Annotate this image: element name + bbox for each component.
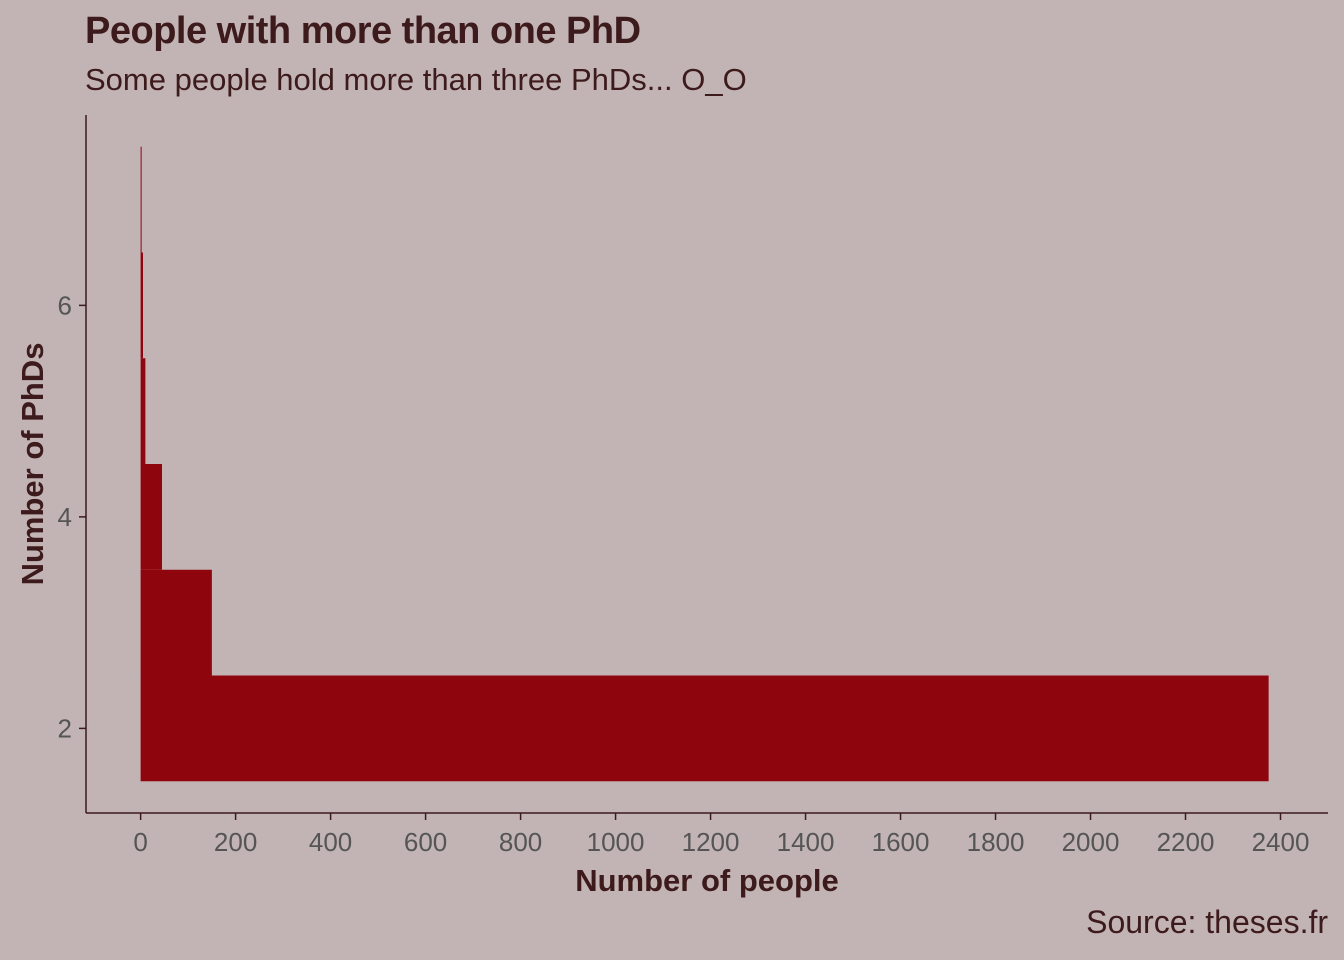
x-tick-label: 1600 <box>872 827 930 857</box>
x-tick-label: 1000 <box>587 827 645 857</box>
y-axis-ticks: 2 4 6 <box>58 290 86 743</box>
y-axis-title: Number of PhDs <box>15 343 50 586</box>
x-tick-label: 0 <box>133 827 147 857</box>
x-tick-label: 2200 <box>1157 827 1215 857</box>
x-tick-label: 1800 <box>967 827 1025 857</box>
x-tick-label: 1200 <box>682 827 740 857</box>
x-axis-title: Number of people <box>575 863 839 898</box>
x-tick-label: 800 <box>499 827 542 857</box>
bar-3-phds <box>140 569 212 676</box>
chart-title: People with more than one PhD <box>85 10 641 52</box>
x-tick-label: 2000 <box>1062 827 1120 857</box>
y-tick-label: 2 <box>58 713 72 743</box>
x-tick-label: 2400 <box>1252 827 1310 857</box>
chart-subtitle: Some people hold more than three PhDs...… <box>85 62 747 97</box>
bar-7-phds <box>140 146 142 253</box>
x-tick-label: 400 <box>309 827 352 857</box>
x-tick-label: 1400 <box>777 827 835 857</box>
bar-5-phds <box>140 358 146 464</box>
x-axis-ticks: 0 200 400 600 800 1000 1200 1400 1600 1800 2000 220… <box>133 813 1309 857</box>
bar-6-phds <box>140 252 143 359</box>
bars-group <box>140 146 1269 782</box>
x-tick-label: 600 <box>404 827 447 857</box>
y-tick-label: 4 <box>58 502 72 532</box>
bar-2-phds <box>140 675 1269 782</box>
bar-4-phds <box>140 464 162 570</box>
source-caption: Source: theses.fr <box>1086 904 1328 940</box>
x-tick-label: 200 <box>214 827 257 857</box>
y-tick-label: 6 <box>58 290 72 320</box>
